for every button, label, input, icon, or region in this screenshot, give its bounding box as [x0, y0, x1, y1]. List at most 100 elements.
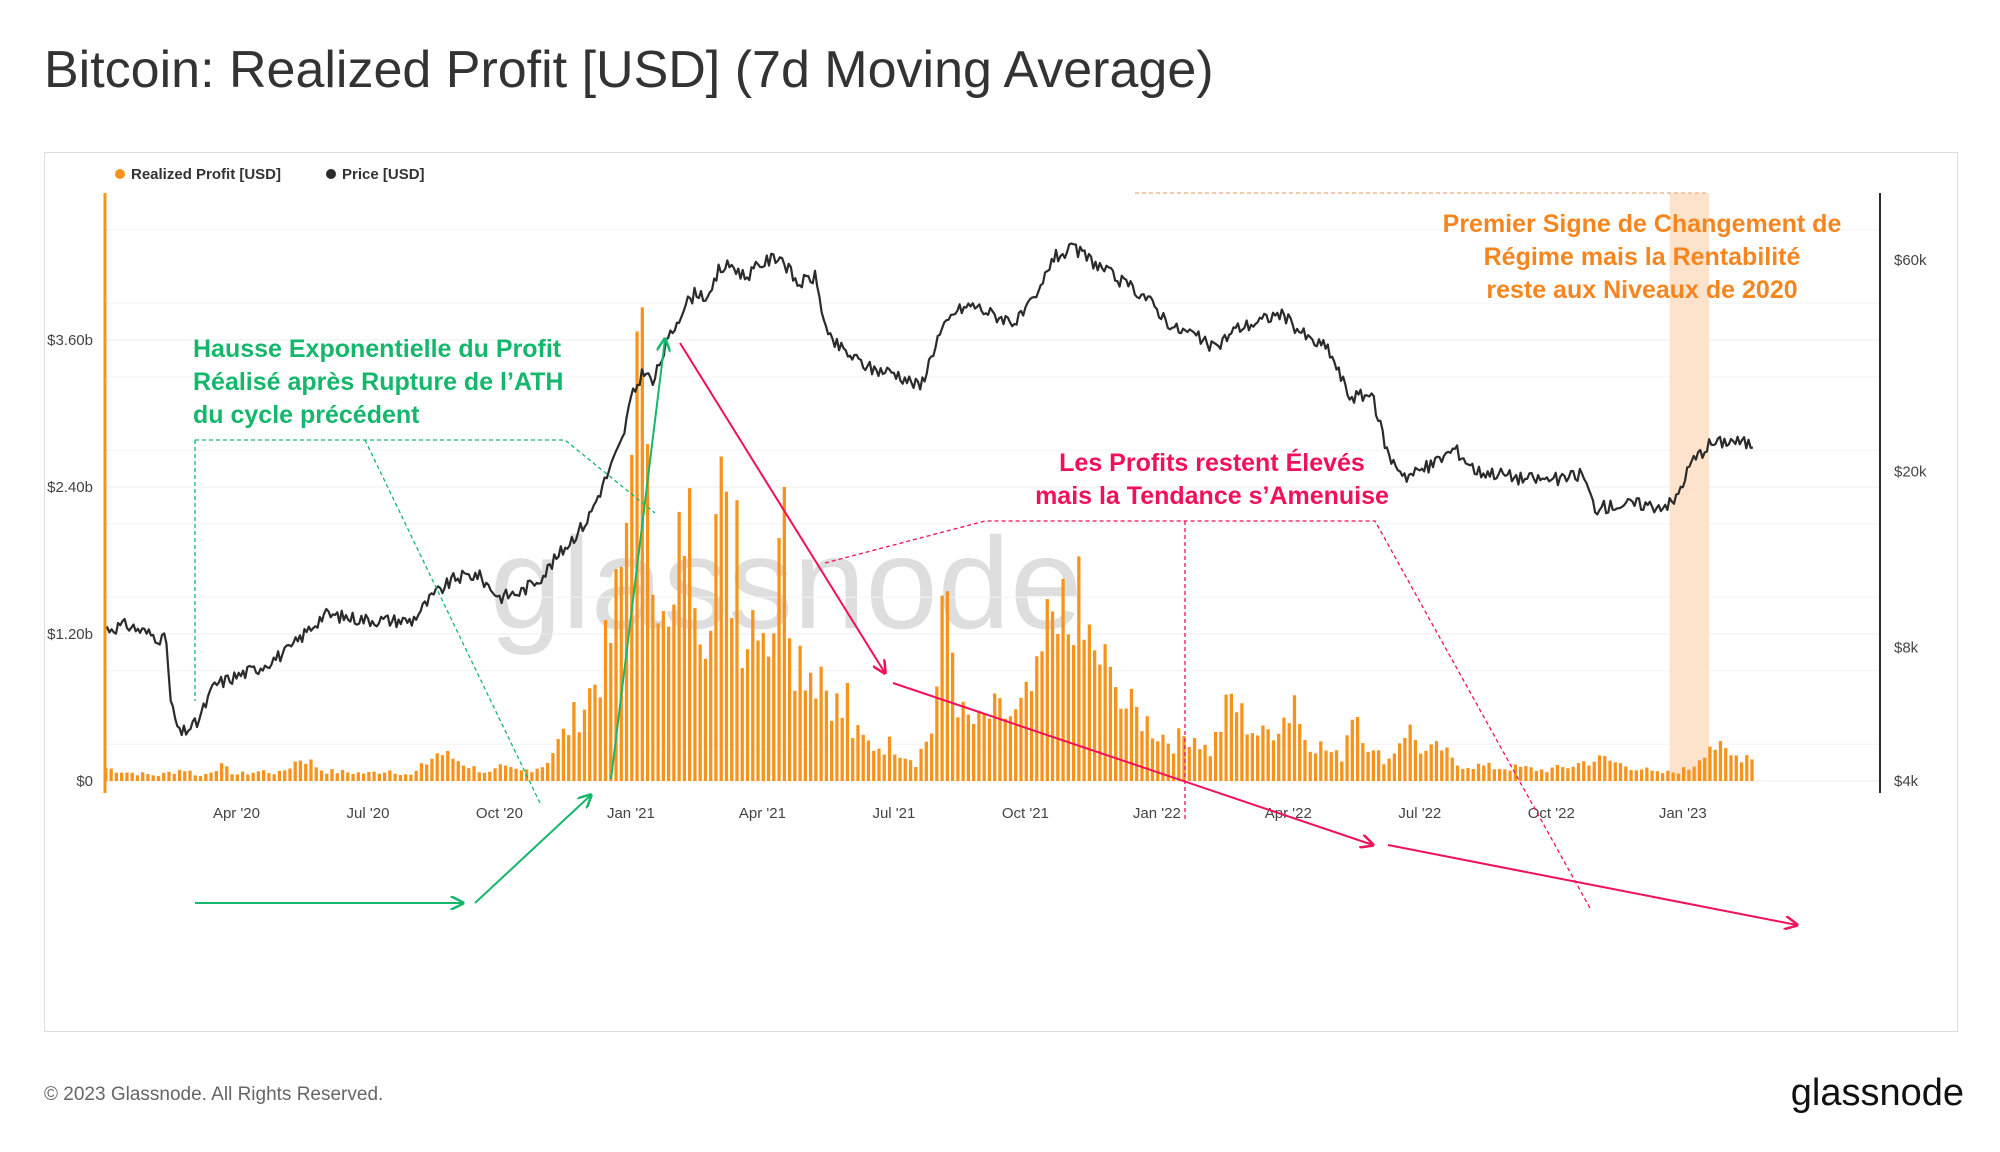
profit-bar [503, 765, 508, 781]
profit-bar [198, 776, 203, 781]
profit-bar [1066, 634, 1070, 781]
profit-bar [204, 773, 208, 781]
profit-bar [135, 775, 140, 781]
profit-bar [1224, 694, 1228, 781]
profit-bar [572, 702, 576, 781]
profit-bar [1061, 578, 1065, 781]
profit-bar [388, 770, 392, 781]
profit-bar [661, 611, 665, 781]
price-line [104, 242, 1754, 737]
profit-bar [645, 444, 650, 781]
profit-bar [419, 763, 424, 781]
green-arrow-rise [474, 795, 591, 904]
legend-price-label[interactable]: Price [USD] [342, 166, 425, 183]
profit-bar [461, 765, 466, 781]
profit-bar [540, 767, 545, 781]
legend-profit-dot [115, 169, 125, 179]
profit-bar [1587, 765, 1591, 781]
profit-bar [1124, 708, 1128, 781]
profit-bar [1319, 741, 1323, 781]
profit-bar [404, 774, 408, 781]
y-left-tick-label: $0 [76, 773, 93, 790]
x-tick-label: Jan '23 [1659, 805, 1707, 822]
profit-bar [1245, 734, 1249, 781]
profit-bar [1355, 717, 1360, 781]
profit-bar [1156, 741, 1160, 781]
profit-bar [1114, 687, 1118, 781]
profit-bar [393, 773, 397, 781]
profit-bar [1050, 611, 1055, 781]
profit-bar [877, 748, 881, 781]
profit-bar [630, 454, 634, 781]
profit-bar [114, 772, 119, 781]
x-tick-label: Jan '21 [607, 805, 655, 822]
glassnode-logo[interactable]: glassnode [1790, 1072, 1964, 1114]
profit-bar [446, 750, 450, 781]
profit-bar [251, 772, 255, 781]
profit-bar [772, 633, 776, 781]
profit-bar [766, 656, 771, 781]
profit-bar [761, 633, 765, 781]
profit-bar [1445, 747, 1449, 781]
profit-bar [162, 772, 166, 781]
profit-bar [740, 668, 744, 781]
profit-bar [1192, 738, 1197, 781]
profit-bar [488, 771, 492, 781]
profit-bar [1692, 766, 1696, 781]
profit-bar [256, 771, 261, 781]
profit-bar [872, 750, 876, 781]
profit-bar [1508, 770, 1512, 781]
profit-bar [372, 771, 376, 781]
profit-bar [1745, 755, 1749, 781]
profit-bar [482, 772, 487, 781]
profit-bar [451, 758, 455, 781]
profit-bar [356, 772, 360, 781]
profit-bar [514, 768, 518, 781]
highlight-region [1669, 193, 1710, 781]
profit-bar [856, 725, 860, 781]
profit-bar [1671, 772, 1675, 781]
profit-bar [561, 728, 566, 781]
profit-bar [109, 768, 113, 781]
profit-bar [998, 698, 1002, 781]
profit-bar [1035, 656, 1039, 781]
profit-bar [1303, 740, 1307, 781]
profit-bar [1624, 766, 1628, 781]
profit-bar [582, 709, 587, 781]
profit-bar [1550, 767, 1554, 781]
annotation-orange: Premier Signe de Changement de Régime ma… [1443, 210, 1842, 304]
profit-bar [1266, 729, 1270, 781]
profit-bar [603, 620, 608, 781]
profit-bar [961, 701, 965, 781]
profit-bar [1308, 751, 1312, 781]
profit-bar [319, 770, 324, 781]
x-tick-label: Jul '21 [872, 805, 915, 822]
profit-bar [803, 690, 807, 781]
profit-bar [1597, 755, 1602, 781]
profit-bar [1203, 744, 1207, 781]
profit-bar [193, 775, 197, 781]
profit-bar [1497, 769, 1502, 781]
profit-bar [1571, 766, 1575, 781]
profit-bar [688, 488, 692, 781]
x-tick-label: Jan '22 [1133, 805, 1181, 822]
profit-bar [1261, 725, 1265, 781]
y-right-tick-label: $60k [1894, 252, 1927, 269]
legend-profit-label[interactable]: Realized Profit [USD] [131, 166, 281, 183]
profit-bar [225, 766, 229, 781]
profit-bar [1645, 767, 1649, 781]
profit-bar [577, 732, 581, 781]
profit-bar [1639, 769, 1644, 781]
annotation-pink-line-2: mais la Tendance s’Amenuise [1035, 482, 1389, 510]
watermark: glassnode [490, 510, 1083, 656]
profit-bar [1476, 763, 1481, 781]
profit-bar [267, 773, 271, 781]
profit-bar [177, 770, 182, 781]
profit-bar [956, 717, 960, 781]
profit-bar [851, 738, 855, 781]
profit-bar [1524, 766, 1528, 781]
x-tick-label: Jul '22 [1398, 805, 1441, 822]
legend-price-dot [326, 169, 336, 179]
profit-bar [1561, 767, 1565, 781]
profit-bar [1703, 757, 1707, 781]
